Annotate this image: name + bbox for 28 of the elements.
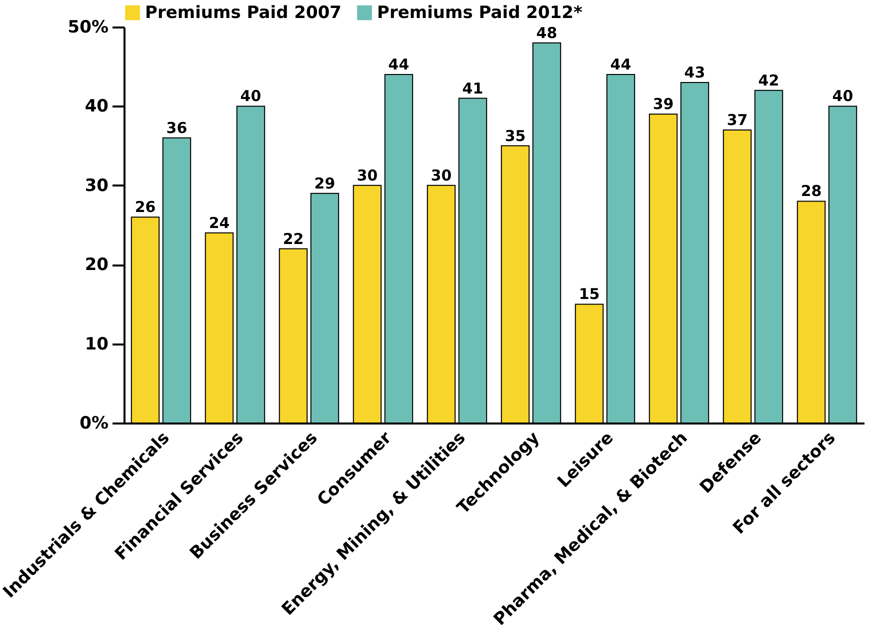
data-label: 24 <box>208 214 230 232</box>
data-label: 41 <box>462 79 484 98</box>
y-tick-label: 40 <box>84 96 109 117</box>
data-label: 48 <box>536 24 558 42</box>
data-label: 44 <box>388 56 410 74</box>
data-label: 35 <box>504 126 526 145</box>
y-tick-label: 0% <box>80 414 108 434</box>
data-label: 43 <box>684 63 706 82</box>
data-label: 30 <box>430 166 452 184</box>
data-label: 40 <box>240 87 262 106</box>
y-tick-label: 50% <box>68 18 108 38</box>
data-label: 40 <box>832 87 854 106</box>
legend-label: Premiums Paid 2007 <box>145 2 342 23</box>
data-label: 36 <box>166 118 188 137</box>
data-label: 37 <box>726 110 748 129</box>
data-label: 44 <box>610 56 632 74</box>
data-label: 30 <box>356 166 378 184</box>
data-label: 42 <box>758 71 780 90</box>
data-label: 29 <box>314 174 336 192</box>
data-label: 28 <box>800 182 822 200</box>
data-label: 39 <box>652 95 674 114</box>
data-label: 26 <box>134 198 156 216</box>
y-tick-label: 10 <box>84 334 109 354</box>
legend-label: Premiums Paid 2012* <box>377 2 582 23</box>
y-tick-label: 30 <box>84 176 109 196</box>
y-tick-label: 20 <box>84 255 109 276</box>
data-label: 22 <box>282 230 304 248</box>
data-label: 15 <box>578 285 600 304</box>
